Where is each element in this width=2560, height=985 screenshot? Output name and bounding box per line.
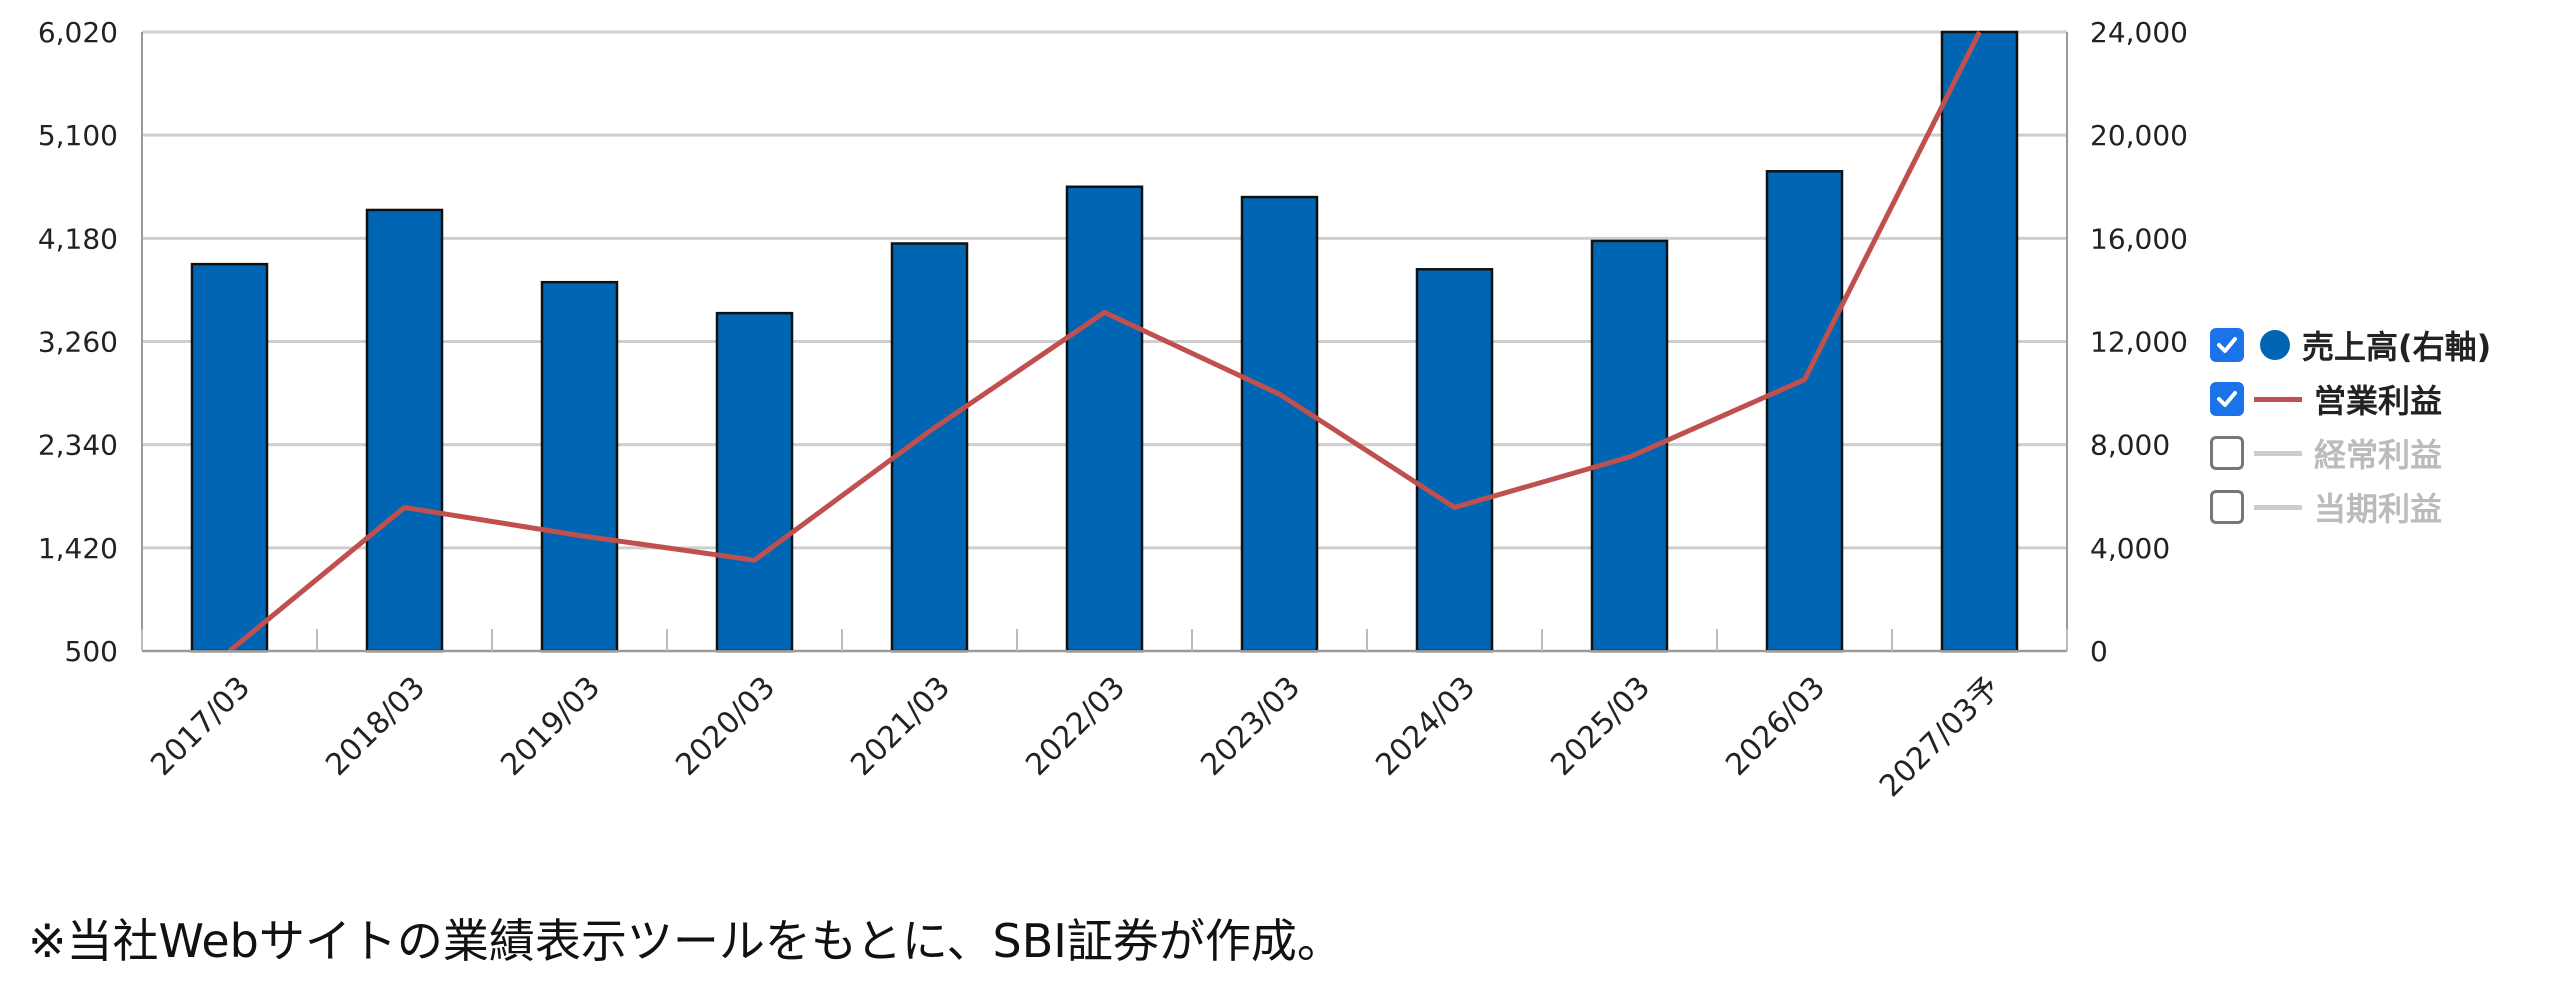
bar bbox=[1065, 185, 1144, 653]
bar-series bbox=[190, 30, 2019, 653]
x-tick-label: 2021/03 bbox=[844, 670, 957, 783]
legend-item-operating-profit[interactable]: 営業利益 bbox=[2210, 372, 2491, 426]
bar bbox=[1765, 170, 1844, 653]
bar bbox=[715, 311, 794, 653]
bar bbox=[190, 262, 269, 653]
axes bbox=[141, 32, 2068, 652]
line-operating-profit bbox=[227, 30, 1982, 653]
footnote: ※当社Webサイトの業績表示ツールをもとに、SBI証券が作成。 bbox=[28, 914, 1343, 968]
right-tick-label: 0 bbox=[2090, 635, 2108, 668]
x-tick-label: 2019/03 bbox=[494, 670, 607, 783]
left-tick-label: 5,100 bbox=[38, 119, 118, 152]
legend: 売上高(右軸) 営業利益 経常利益 当期利益 bbox=[2210, 318, 2491, 534]
legend-marker-dot bbox=[2260, 330, 2290, 360]
legend-marker-line bbox=[2254, 450, 2302, 456]
left-axis-ticks: 500 1,420 2,340 3,260 4,180 5,100 6,020 bbox=[38, 16, 118, 668]
x-tick-label: 2022/03 bbox=[1019, 670, 1132, 783]
left-tick-label: 1,420 bbox=[38, 532, 118, 565]
x-tick-label: 2026/03 bbox=[1719, 670, 1832, 783]
x-axis-ticks: 2017/03 2018/03 2019/03 2020/03 2021/03 2022/… bbox=[144, 670, 2007, 804]
bar bbox=[1240, 195, 1319, 653]
legend-label-ordinary-profit: 経常利益 bbox=[2314, 436, 2443, 474]
x-tick-label: 2025/03 bbox=[1544, 670, 1657, 783]
left-tick-label: 4,180 bbox=[38, 222, 118, 255]
left-tick-label: 6,020 bbox=[38, 16, 118, 49]
chart: 500 1,420 2,340 3,260 4,180 5,100 6,020 0 4,000… bbox=[38, 16, 2188, 804]
right-tick-label: 20,000 bbox=[2090, 119, 2188, 152]
right-axis-ticks: 0 4,000 8,000 12,000 16,000 20,000 24,000 bbox=[2090, 16, 2188, 668]
legend-marker-line bbox=[2254, 396, 2302, 402]
check-icon bbox=[2217, 337, 2237, 353]
bar bbox=[540, 280, 619, 653]
legend-label-sales: 売上高(右軸) bbox=[2302, 328, 2492, 366]
legend-item-sales[interactable]: 売上高(右軸) bbox=[2210, 318, 2491, 372]
bar bbox=[1415, 268, 1494, 653]
checkbox-ordinary-profit[interactable] bbox=[2210, 436, 2244, 470]
checkbox-sales[interactable] bbox=[2210, 328, 2244, 362]
bar bbox=[365, 208, 444, 653]
right-tick-label: 4,000 bbox=[2090, 532, 2170, 565]
bar bbox=[1940, 30, 2019, 653]
x-tick-label: 2017/03 bbox=[144, 670, 257, 783]
checkbox-net-profit[interactable] bbox=[2210, 490, 2244, 524]
x-tick-label: 2018/03 bbox=[319, 670, 432, 783]
right-tick-label: 24,000 bbox=[2090, 16, 2188, 49]
right-tick-label: 16,000 bbox=[2090, 222, 2188, 255]
legend-item-ordinary-profit[interactable]: 経常利益 bbox=[2210, 426, 2491, 480]
legend-label-net-profit: 当期利益 bbox=[2314, 490, 2443, 528]
left-tick-label: 2,340 bbox=[38, 429, 118, 462]
x-tick-label: 2024/03 bbox=[1369, 670, 1482, 783]
bar bbox=[890, 242, 969, 653]
legend-item-net-profit[interactable]: 当期利益 bbox=[2210, 480, 2491, 534]
x-tick-label: 2027/03予 bbox=[1873, 670, 2007, 804]
x-tick-label: 2020/03 bbox=[669, 670, 782, 783]
check-icon bbox=[2217, 391, 2237, 407]
left-tick-label: 500 bbox=[65, 635, 118, 668]
legend-label-operating-profit: 営業利益 bbox=[2314, 382, 2443, 420]
line-series bbox=[227, 30, 1982, 653]
legend-marker-line bbox=[2254, 504, 2302, 510]
right-tick-label: 8,000 bbox=[2090, 429, 2170, 462]
x-tick-label: 2023/03 bbox=[1194, 670, 1307, 783]
left-tick-label: 3,260 bbox=[38, 326, 118, 359]
checkbox-operating-profit[interactable] bbox=[2210, 382, 2244, 416]
right-tick-label: 12,000 bbox=[2090, 326, 2188, 359]
